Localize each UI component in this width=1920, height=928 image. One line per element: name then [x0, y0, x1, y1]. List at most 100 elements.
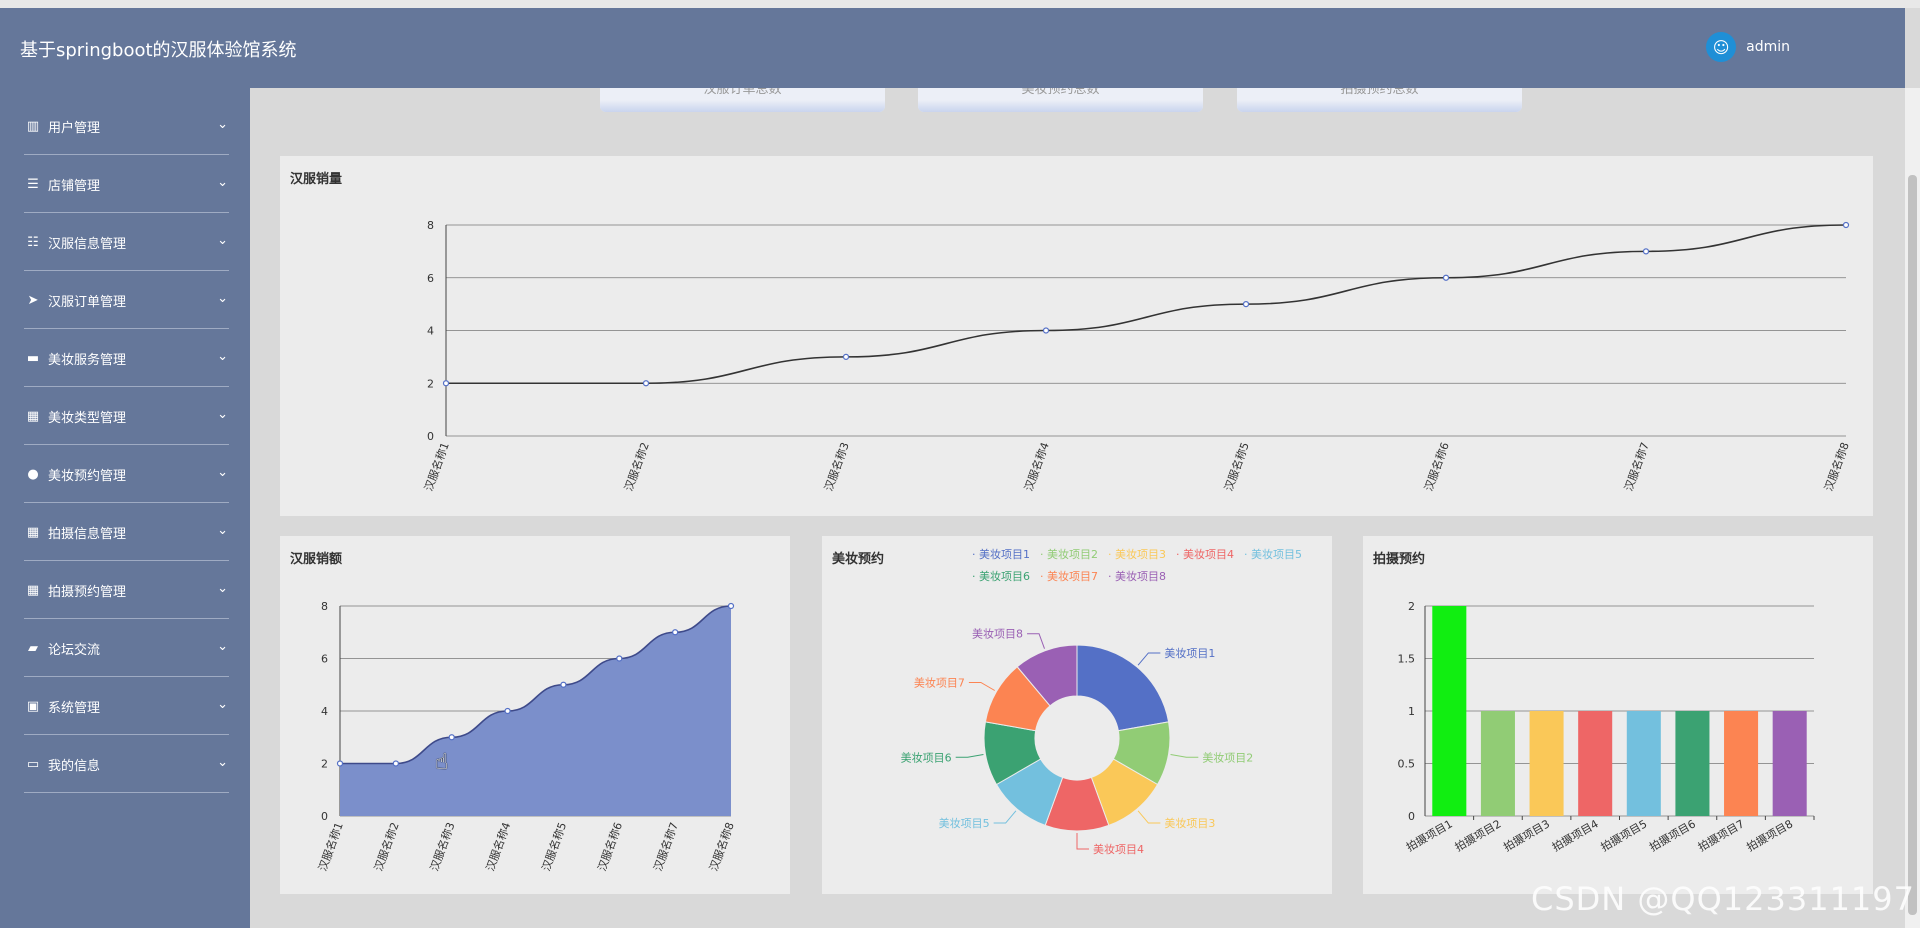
legend-item[interactable]: · 美妆项目3: [1108, 544, 1166, 566]
bar: [1772, 711, 1807, 816]
ticket-icon: ▬: [26, 350, 40, 366]
data-point: [560, 681, 567, 688]
stat-card-wave: [600, 100, 885, 112]
stat-card-label: 拍摄预约总数: [1340, 88, 1419, 97]
data-point: [672, 629, 679, 636]
user-menu[interactable]: ☺ admin: [1706, 32, 1790, 62]
x-tick-label: 汉服名称4: [483, 820, 514, 873]
sidebar-item[interactable]: ➤ 汉服订单管理 ⌄: [0, 271, 250, 329]
x-tick-label: 汉服名称1: [315, 820, 346, 873]
photo-booking-chart: 00.511.52拍摄项目1拍摄项目2拍摄项目3拍摄项目4拍摄项目5拍摄项目6拍…: [1398, 600, 1815, 854]
photo-booking-panel: 拍摄预约 0 0.5 1 1.5 2 拍摄项目1 拍摄项目2 拍摄项目3 拍摄项目4 拍摄项目5 拍…: [1363, 536, 1873, 894]
avatar[interactable]: ☺: [1706, 32, 1737, 62]
data-point: [336, 760, 344, 767]
y-tick-label: 4: [321, 705, 328, 718]
legend-marker: ·: [1040, 570, 1047, 583]
x-tick-label: 汉服名称2: [621, 440, 652, 493]
chevron-down-icon: ⌄: [217, 349, 228, 364]
sidebar-item-label: 汉服订单管理: [48, 294, 127, 310]
legend-item[interactable]: · 美妆项目8: [1108, 566, 1166, 588]
sidebar-item-label: 用户管理: [48, 120, 101, 136]
y-tick-label: 1.5: [1398, 653, 1416, 666]
stat-card-wave: [918, 100, 1203, 112]
scrollbar-thumb[interactable]: [1908, 175, 1917, 915]
grid-icon: ▦: [26, 408, 40, 424]
x-tick-label: 拍摄项目6: [1647, 816, 1698, 854]
chevron-down-icon: ⌄: [217, 697, 228, 712]
users-icon: ▥: [26, 118, 40, 134]
x-tick-label: 拍摄项目2: [1452, 816, 1503, 854]
legend-label: 美妆项目5: [1251, 548, 1302, 561]
stat-card-label: 汉服订单总数: [703, 88, 782, 97]
x-tick-label: 拍摄项目3: [1501, 816, 1552, 854]
sidebar-item[interactable]: ▣ 系统管理 ⌄: [0, 677, 250, 735]
sidebar-item[interactable]: ▭ 我的信息 ⌄: [0, 735, 250, 793]
sidebar-item-label: 拍摄信息管理: [48, 526, 127, 542]
data-point: [1042, 327, 1050, 334]
legend-marker: ·: [1108, 548, 1115, 561]
bar: [1675, 711, 1710, 816]
sidebar-item-label: 论坛交流: [48, 642, 101, 658]
sidebar-item[interactable]: ▥ 用户管理 ⌄: [0, 97, 250, 155]
legend-label: 美妆项目2: [1047, 548, 1098, 561]
sales-amount-panel: 汉服销额 0 2 4 6 8 汉服名称1 汉服名称2 汉服名称3 汉服名称4 汉服名称5 汉服名称6…: [280, 536, 790, 894]
pie-slice: [1076, 644, 1170, 732]
sidebar-item[interactable]: ▦ 美妆类型管理 ⌄: [0, 387, 250, 445]
slice-label: 美妆项目1: [1164, 647, 1215, 660]
send-icon: ➤: [27, 292, 39, 308]
x-tick-label: 汉服名称5: [1221, 440, 1252, 493]
x-tick-label: 汉服名称7: [650, 820, 681, 873]
chart-title: 汉服销量: [290, 172, 343, 187]
x-tick-label: 汉服名称8: [706, 820, 737, 873]
list-icon: ☰: [27, 176, 39, 192]
slice-label: 美妆项目2: [1202, 751, 1253, 764]
sidebar-item[interactable]: ☷ 汉服信息管理 ⌄: [0, 213, 250, 271]
legend-item[interactable]: · 美妆项目5: [1244, 544, 1302, 566]
legend-label: 美妆项目8: [1115, 570, 1166, 583]
legend-item[interactable]: · 美妆项目4: [1176, 544, 1234, 566]
sidebar-item[interactable]: ● 美妆预约管理 ⌄: [0, 445, 250, 503]
bar: [1432, 606, 1467, 816]
user-icon: ●: [27, 466, 39, 482]
y-tick-label: 2: [1408, 600, 1415, 613]
legend-label: 美妆项目1: [979, 548, 1030, 561]
chevron-down-icon: ⌄: [217, 291, 228, 306]
slice-label: 美妆项目5: [939, 817, 990, 830]
legend-item[interactable]: · 美妆项目6: [972, 566, 1030, 588]
chevron-down-icon: ⌄: [217, 117, 228, 132]
slice-label: 美妆项目3: [1164, 817, 1215, 830]
app-title: 基于springboot的汉服体验馆系统: [20, 40, 297, 61]
chart-title: 拍摄预约: [1373, 552, 1426, 567]
chevron-down-icon: ⌄: [217, 407, 228, 422]
data-point: [448, 734, 455, 741]
chevron-down-icon: ⌄: [217, 755, 228, 770]
sidebar-item[interactable]: ▬ 美妆服务管理 ⌄: [0, 329, 250, 387]
legend-item[interactable]: · 美妆项目7: [1040, 566, 1098, 588]
chevron-down-icon: ⌄: [217, 581, 228, 596]
sidebar-item[interactable]: ▦ 拍摄信息管理 ⌄: [0, 503, 250, 561]
x-tick-label: 汉服名称5: [539, 820, 570, 873]
legend-marker: ·: [972, 548, 979, 561]
bar: [1529, 711, 1564, 816]
sidebar-item[interactable]: ☰ 店铺管理 ⌄: [0, 155, 250, 213]
x-tick-label: 汉服名称4: [1021, 440, 1052, 493]
username[interactable]: admin: [1746, 39, 1790, 55]
sidebar: ▥ 用户管理 ⌄ ☰ 店铺管理 ⌄ ☷ 汉服信息管理 ⌄ ➤ 汉服订单管理 ⌄ ▬ 美妆服务管理 ⌄ ▦ 美妆类…: [0, 88, 250, 928]
data-point: [842, 353, 850, 360]
sidebar-item[interactable]: ▰ 论坛交流 ⌄: [0, 619, 250, 677]
area-fill: [340, 606, 731, 816]
legend-item[interactable]: · 美妆项目1: [972, 544, 1030, 566]
y-tick-label: 4: [427, 325, 434, 338]
vertical-scrollbar[interactable]: [1905, 88, 1920, 928]
data-point: [1642, 248, 1650, 255]
legend-item[interactable]: · 美妆项目2: [1040, 544, 1098, 566]
y-tick-label: 0.5: [1398, 758, 1416, 771]
sidebar-item[interactable]: ▦ 拍摄预约管理 ⌄: [0, 561, 250, 619]
x-tick-label: 汉服名称8: [1821, 440, 1852, 493]
legend-marker: ·: [1108, 570, 1115, 583]
label-leader: [968, 682, 995, 691]
window-icon: ▭: [26, 756, 40, 772]
x-tick-label: 汉服名称2: [371, 820, 402, 873]
stat-card-orders: 汉服订单总数: [600, 88, 885, 112]
chat-icon: ▣: [26, 698, 40, 714]
